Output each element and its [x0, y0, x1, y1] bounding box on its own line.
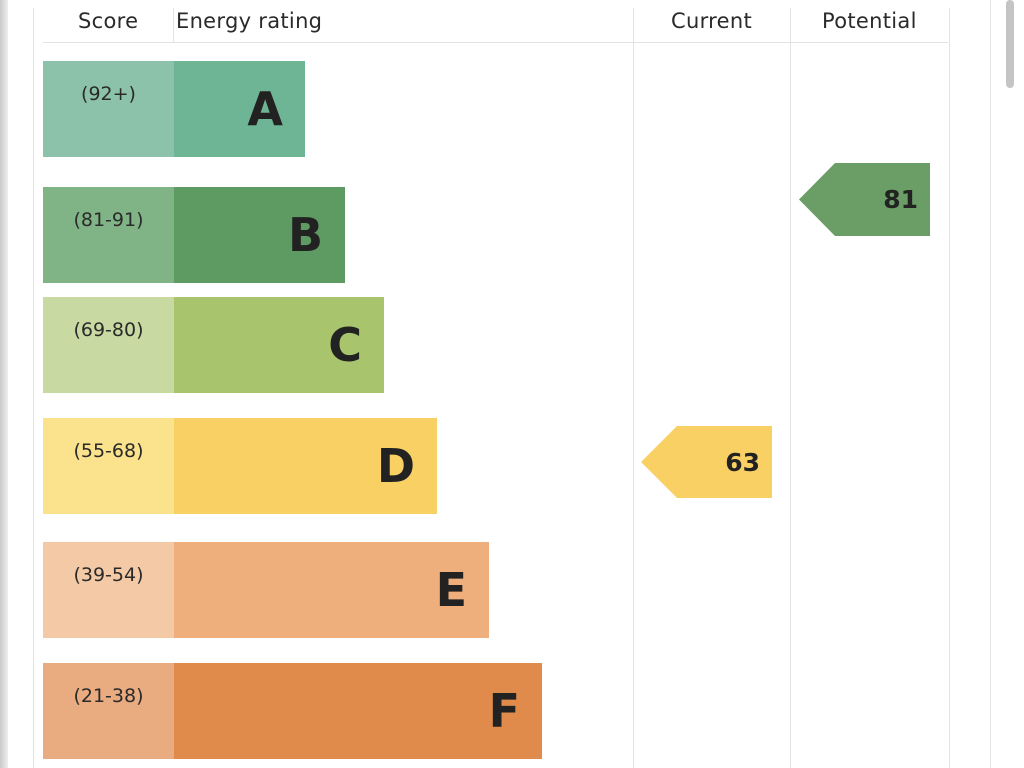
band-e: (39-54) E	[43, 542, 489, 638]
scrollbar-thumb[interactable]	[1006, 0, 1014, 88]
scrollbar-track[interactable]	[990, 0, 1024, 768]
band-letter: E	[435, 563, 467, 617]
header-score: Score	[78, 9, 139, 33]
band-bar	[174, 542, 489, 638]
band-letter: B	[287, 208, 323, 262]
header-potential: Potential	[822, 9, 917, 33]
band-letter: D	[376, 439, 415, 493]
band-b: (81-91) B	[43, 187, 345, 283]
band-d: (55-68) D	[43, 418, 437, 514]
band-letter: F	[488, 684, 520, 738]
band-score-range: (92+)	[43, 61, 174, 157]
band-score-range: (69-80)	[43, 297, 174, 393]
band-bar	[174, 663, 542, 759]
band-score-range: (39-54)	[43, 542, 174, 638]
header-energy-rating: Energy rating	[176, 9, 323, 33]
potential-rating-pointer-arrow-shape	[799, 163, 930, 236]
band-letter: A	[247, 82, 283, 136]
header-divider	[43, 42, 948, 43]
potential-rating-pointer-value: 81	[883, 185, 918, 214]
band-score-range: (55-68)	[43, 418, 174, 514]
band-score-range: (81-91)	[43, 187, 174, 283]
current-rating-pointer-value: 63	[725, 447, 760, 477]
band-bar	[174, 418, 437, 514]
band-c: (69-80) C	[43, 297, 384, 393]
epc-table-frame	[33, 8, 950, 768]
column-divider-potential	[790, 8, 791, 768]
band-letter: C	[328, 318, 362, 372]
band-a: (92+) A	[43, 61, 305, 157]
current-rating-pointer-arrow-shape	[641, 426, 772, 498]
band-bar	[174, 61, 305, 157]
band-f: (21-38) F	[43, 663, 542, 759]
band-bar	[174, 187, 345, 283]
band-score-range: (21-38)	[43, 663, 174, 759]
current-rating-pointer: 63	[641, 426, 772, 498]
column-divider-score	[173, 8, 174, 42]
potential-rating-pointer: 81	[799, 163, 930, 236]
column-divider-current	[633, 8, 634, 768]
header-current: Current	[671, 9, 752, 33]
left-edge-shadow	[0, 0, 8, 768]
band-bar	[174, 297, 384, 393]
